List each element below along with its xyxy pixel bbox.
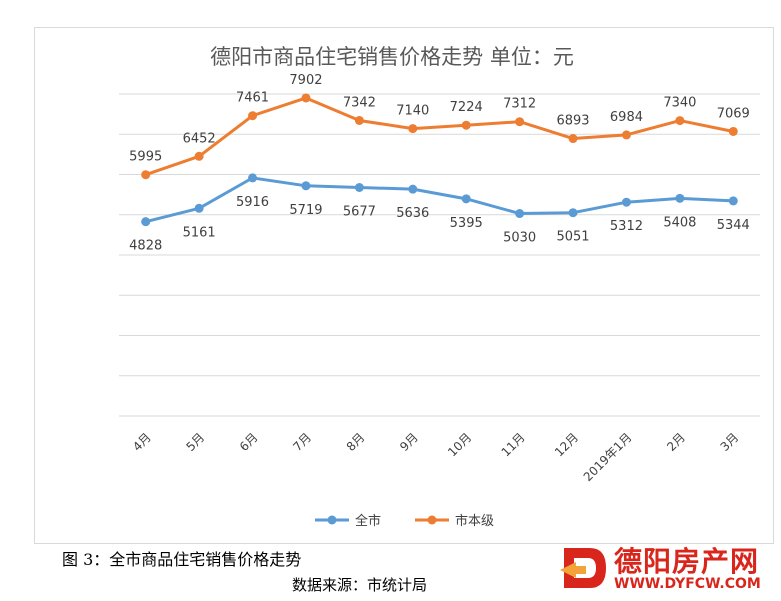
data-label: 5051 bbox=[556, 230, 589, 245]
legend: 全市 市本级 bbox=[315, 513, 494, 529]
data-label: 7069 bbox=[717, 106, 750, 121]
x-axis-labels: 4月 5月 6月 7月 8月 9月 10月 11月 12月 2019年1月 2月 3月 bbox=[130, 430, 741, 484]
line-chart: 德阳市商品住宅销售价格走势 单位：元 4828 5161 5916 5719 5677 5… bbox=[119, 45, 760, 529]
data-label: 7312 bbox=[503, 97, 536, 112]
x-tick-label: 4月 bbox=[130, 430, 154, 454]
watermark-url: WWW.DYFCW.COM bbox=[614, 576, 761, 592]
data-point bbox=[515, 209, 525, 219]
data-point bbox=[248, 111, 258, 121]
data-label: 5408 bbox=[663, 215, 696, 230]
data-point bbox=[194, 203, 204, 213]
data-point bbox=[728, 126, 738, 136]
data-label: 5395 bbox=[450, 216, 483, 231]
data-label: 5995 bbox=[129, 150, 162, 165]
data-point bbox=[248, 173, 258, 183]
data-label: 7902 bbox=[289, 73, 322, 88]
data-label: 5030 bbox=[503, 231, 536, 246]
data-label: 6452 bbox=[183, 131, 216, 146]
data-point bbox=[408, 124, 418, 134]
x-tick-label: 3月 bbox=[718, 430, 742, 454]
x-tick-label: 9月 bbox=[397, 430, 421, 454]
data-label: 5636 bbox=[396, 206, 429, 221]
data-point bbox=[461, 194, 471, 204]
data-point bbox=[461, 120, 471, 130]
data-point bbox=[301, 93, 311, 103]
data-point bbox=[141, 170, 151, 180]
chart-frame: 德阳市商品住宅销售价格走势 单位：元 4828 5161 5916 5719 5677 5… bbox=[34, 27, 774, 544]
gridlines bbox=[119, 93, 760, 417]
data-label: 5344 bbox=[717, 218, 750, 233]
series-layer: 4828 5161 5916 5719 5677 5636 5395 5030 5051 5312… bbox=[129, 73, 750, 254]
data-label: 7342 bbox=[343, 95, 376, 110]
data-point bbox=[568, 208, 578, 218]
data-label: 5719 bbox=[289, 203, 322, 218]
data-label: 6893 bbox=[556, 114, 589, 129]
data-point bbox=[568, 134, 578, 144]
data-label: 7140 bbox=[396, 104, 429, 119]
data-point bbox=[141, 217, 151, 227]
data-point bbox=[515, 117, 525, 127]
data-label: 7461 bbox=[236, 91, 269, 106]
data-point bbox=[194, 151, 204, 161]
source-caption: 数据来源：市统计局 bbox=[292, 576, 428, 594]
data-point bbox=[301, 181, 311, 191]
data-point bbox=[621, 130, 631, 140]
data-label: 6984 bbox=[610, 110, 643, 125]
data-point bbox=[408, 184, 418, 194]
series-line bbox=[144, 176, 735, 224]
legend-label: 市本级 bbox=[455, 513, 494, 529]
x-tick-label: 7月 bbox=[290, 430, 314, 454]
x-tick-label: 8月 bbox=[344, 430, 368, 454]
data-point bbox=[675, 193, 685, 203]
data-point bbox=[354, 183, 364, 193]
legend-swatch-marker bbox=[427, 515, 437, 525]
series-line bbox=[144, 96, 735, 177]
data-label: 4828 bbox=[129, 239, 162, 254]
data-point bbox=[728, 196, 738, 206]
data-label: 7224 bbox=[450, 100, 483, 115]
data-label: 5161 bbox=[183, 225, 216, 240]
data-point bbox=[621, 197, 631, 207]
figure-caption: 图 3：全市商品住宅销售价格走势 bbox=[62, 550, 302, 569]
x-tick-label: 10月 bbox=[445, 430, 474, 459]
logo-icon bbox=[560, 548, 606, 588]
x-tick-label: 5月 bbox=[183, 430, 207, 454]
data-point bbox=[354, 115, 364, 125]
data-label: 5312 bbox=[610, 219, 643, 234]
watermark-logo: 德阳房产网 WWW.DYFCW.COM bbox=[556, 536, 778, 600]
data-label: 5916 bbox=[236, 195, 269, 210]
data-point bbox=[675, 116, 685, 126]
x-tick-label: 2019年1月 bbox=[581, 430, 635, 484]
chart-title: 德阳市商品住宅销售价格走势 单位：元 bbox=[210, 45, 574, 69]
legend-label: 全市 bbox=[355, 513, 381, 529]
x-tick-label: 2月 bbox=[664, 430, 688, 454]
x-tick-label: 12月 bbox=[552, 430, 581, 459]
x-tick-label: 6月 bbox=[237, 430, 261, 454]
watermark-name: 德阳房产网 bbox=[614, 545, 760, 578]
legend-swatch-marker bbox=[327, 515, 337, 525]
x-tick-label: 11月 bbox=[499, 430, 528, 459]
data-label: 5677 bbox=[343, 205, 376, 220]
data-label: 7340 bbox=[663, 96, 696, 111]
